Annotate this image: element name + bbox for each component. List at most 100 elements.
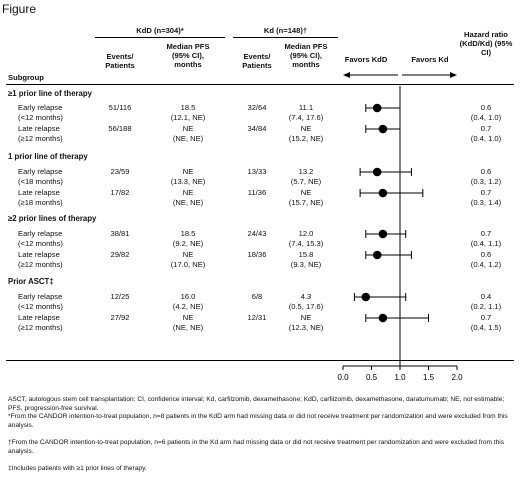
favors-kdd-label: Favors KdD: [344, 55, 388, 64]
kdd-pfs-ci: (9.2, NE): [172, 239, 204, 248]
favors-kd-arrowhead: [450, 72, 457, 78]
hr-value: 0.7: [480, 188, 492, 197]
row-label: Early relapse: [18, 167, 63, 176]
header-rule: [6, 84, 514, 85]
subgroup-header: Subgroup: [8, 73, 44, 82]
footnote-prior-asct: ‡Includes patients with ≥1 prior lines o…: [8, 465, 147, 472]
kd-events-cell: 13/33: [247, 167, 267, 176]
hr-ci: (0.4, 1.0): [470, 113, 502, 122]
kdd-pfs-value: NE: [182, 167, 194, 176]
hr-ci: (0.4, 1.2): [470, 260, 502, 269]
hazard-ratio-point: [361, 292, 371, 302]
row-label-sub: (<12 months): [18, 302, 63, 311]
kd-pfs-ci: (15.7, NE): [288, 198, 324, 207]
section-title: 1 prior line of therapy: [8, 152, 88, 161]
kdd-pfs-value: NE: [182, 124, 194, 133]
row-label-sub: (≥12 months): [18, 260, 63, 269]
favors-kdd-arrowhead: [343, 72, 350, 78]
row-label-sub: (≥12 months): [18, 134, 63, 143]
row-label: Late relapse: [18, 124, 60, 133]
kdd-pfs-value: 16.0: [180, 292, 196, 301]
footnote-kdd-population: *From the CANDOR intention-to-treat popu…: [8, 413, 508, 429]
kdd-events-cell: 56/188: [108, 124, 132, 133]
kd-pfs-ci: (5.7, NE): [290, 177, 322, 186]
hr-ci: (0.2, 1.1): [470, 302, 502, 311]
kdd-events-header: Events/ Patients: [105, 52, 135, 70]
hazard-ratio-point: [372, 167, 382, 177]
kdd-group-header: KdD (n=304)*: [136, 26, 184, 35]
hazard-ratio-header: Hazard ratio (KdD/Kd) (95% CI): [459, 30, 513, 57]
hr-ci: (0.3, 1.2): [470, 177, 502, 186]
hr-value: 0.6: [480, 167, 492, 176]
kd-events-cell: 6/8: [251, 292, 263, 301]
hazard-ratio-point: [378, 229, 388, 239]
kd-events-cell: 24/43: [247, 229, 267, 238]
kd-pfs-value: NE: [300, 124, 312, 133]
kd-group-header: Kd (n=148)†: [263, 26, 308, 35]
figure-label: Figure: [2, 2, 37, 16]
hr-ci: (0.3, 1.4): [470, 198, 502, 207]
kdd-group-underline: [95, 37, 225, 38]
kdd-pfs-ci: (NE, NE): [172, 198, 204, 207]
section-title: Prior ASCT‡: [8, 277, 54, 286]
row-label: Early relapse: [18, 292, 63, 301]
row-label: Late relapse: [18, 250, 60, 259]
kdd-events-cell: 51/116: [108, 103, 132, 112]
kd-group-underline: [233, 37, 338, 38]
row-label-sub: (<12 months): [18, 239, 63, 248]
kdd-events-cell: 29/82: [110, 250, 130, 259]
hazard-ratio-point: [378, 188, 388, 198]
kd-pfs-value: 11.1: [298, 103, 314, 112]
hazard-ratio-point: [372, 103, 382, 113]
footnote-kd-population: †From the CANDOR intention-to-treat popu…: [8, 439, 505, 455]
kdd-pfs-ci: (13.3, NE): [170, 177, 206, 186]
row-label: Late relapse: [18, 188, 60, 197]
hazard-ratio-point: [378, 313, 388, 323]
row-label: Early relapse: [18, 229, 63, 238]
hr-ci: (0.4, 1.0): [470, 134, 502, 143]
hr-value: 0.6: [480, 250, 492, 259]
footnote-abbreviations: ASCT, autologous stem cell transplantati…: [8, 396, 505, 412]
kdd-pfs-value: 18.5: [180, 229, 196, 238]
row-label-sub: (≥18 months): [18, 198, 63, 207]
favors-kd-label: Favors Kd: [411, 55, 449, 64]
kdd-pfs-value: 18.5: [180, 103, 196, 112]
kdd-events-cell: 12/25: [110, 292, 130, 301]
kdd-pfs-ci: (4.2, NE): [172, 302, 204, 311]
section-title: ≥1 prior line of therapy: [8, 89, 92, 98]
kd-pfs-ci: (7.4, 17.6): [288, 113, 324, 122]
kd-pfs-value: 15.8: [298, 250, 314, 259]
kd-pfs-value: NE: [300, 188, 312, 197]
kdd-events-cell: 38/81: [110, 229, 130, 238]
kdd-median-pfs-header: Median PFS (95% CI), months: [166, 42, 210, 69]
kdd-events-cell: 17/82: [110, 188, 130, 197]
kdd-pfs-value: NE: [182, 188, 194, 197]
kdd-events-cell: 23/59: [110, 167, 130, 176]
kdd-pfs-ci: (NE, NE): [172, 323, 204, 332]
row-label-sub: (<12 months): [18, 113, 63, 122]
kd-events-cell: 32/64: [247, 103, 267, 112]
x-tick-label: 1.5: [423, 373, 435, 382]
hr-value: 0.6: [480, 103, 492, 112]
kd-pfs-value: 13.2: [298, 167, 314, 176]
kd-pfs-ci: (0.5, 17.6): [288, 302, 324, 311]
section-title: ≥2 prior lines of therapy: [8, 214, 97, 223]
hr-value: 0.7: [480, 124, 492, 133]
kd-pfs-ci: (7.4, 15.3): [288, 239, 324, 248]
kdd-pfs-ci: (NE, NE): [172, 134, 204, 143]
kd-pfs-value: 4.3: [300, 292, 312, 301]
kd-pfs-ci: (9.3, NE): [290, 260, 322, 269]
table-bottom-rule: [6, 360, 514, 361]
kd-events-header: Events/ Patients: [242, 52, 272, 70]
kd-median-pfs-header: Median PFS (95% CI), months: [284, 42, 328, 69]
hr-value: 0.4: [480, 292, 492, 301]
row-label: Late relapse: [18, 313, 60, 322]
x-tick-label: 1.0: [394, 373, 406, 382]
row-label-sub: (≥12 months): [18, 323, 63, 332]
hazard-ratio-point: [372, 250, 382, 260]
hr-value: 0.7: [480, 313, 492, 322]
kd-pfs-ci: (12.3, NE): [288, 323, 324, 332]
kd-events-cell: 12/31: [247, 313, 267, 322]
kdd-pfs-value: NE: [182, 313, 194, 322]
